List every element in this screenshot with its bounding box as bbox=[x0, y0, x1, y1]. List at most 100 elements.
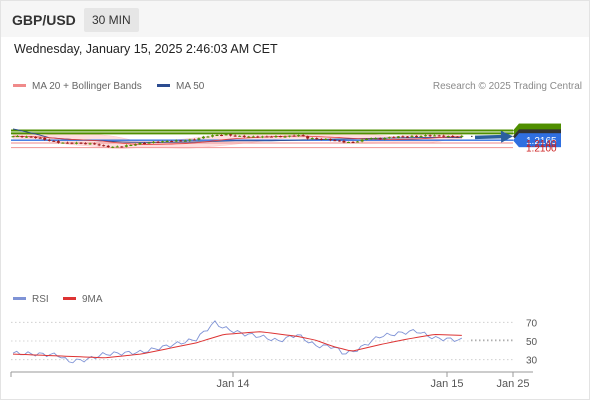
candle-body bbox=[93, 143, 97, 145]
candle bbox=[233, 134, 237, 137]
candle-body bbox=[29, 136, 33, 138]
candle bbox=[52, 140, 56, 142]
legend-ma50: MA 50 bbox=[157, 81, 204, 92]
candle-body bbox=[415, 135, 419, 137]
candle bbox=[93, 142, 97, 145]
candle bbox=[224, 133, 228, 136]
candle-body bbox=[206, 136, 210, 138]
candle-body bbox=[165, 140, 169, 142]
candle bbox=[111, 146, 115, 149]
timeframe-button[interactable]: 30 MIN bbox=[84, 8, 139, 32]
candle bbox=[106, 144, 110, 148]
candle-body bbox=[378, 138, 382, 140]
legend-ma20-swatch bbox=[13, 83, 26, 87]
candle-body bbox=[342, 140, 346, 143]
candle bbox=[34, 136, 38, 139]
candle bbox=[25, 135, 29, 138]
ma20-line bbox=[12, 135, 462, 145]
candle bbox=[197, 137, 201, 141]
candle bbox=[16, 135, 20, 138]
candle bbox=[288, 135, 292, 138]
level-label-1.2100: 1.2100 bbox=[526, 144, 557, 155]
rsi-tick-label: 50 bbox=[526, 337, 538, 348]
candle bbox=[283, 135, 287, 138]
candle-body bbox=[142, 143, 146, 145]
candle-body bbox=[84, 143, 88, 145]
candle bbox=[142, 142, 146, 145]
candle bbox=[256, 135, 260, 138]
candle bbox=[201, 135, 205, 139]
candle-body bbox=[351, 142, 355, 144]
candle bbox=[170, 140, 174, 142]
candle-body bbox=[356, 141, 360, 143]
candle-body bbox=[43, 137, 47, 140]
candle-body bbox=[34, 137, 38, 139]
candle-body bbox=[70, 142, 74, 144]
candle bbox=[433, 134, 437, 137]
candle-body bbox=[360, 139, 364, 142]
candle-body bbox=[147, 142, 151, 144]
candle-body bbox=[120, 146, 124, 148]
candle bbox=[360, 138, 364, 143]
candle-body bbox=[210, 135, 214, 137]
rsi-line bbox=[12, 320, 463, 364]
candle bbox=[297, 134, 301, 137]
candle bbox=[437, 134, 441, 137]
level-tag-pointer bbox=[513, 133, 519, 148]
candle bbox=[192, 138, 196, 141]
candle bbox=[319, 138, 323, 141]
candle bbox=[74, 141, 78, 145]
candle bbox=[183, 139, 187, 142]
candle-body bbox=[401, 136, 405, 138]
candle-body bbox=[365, 138, 369, 140]
candle bbox=[38, 136, 42, 139]
candle bbox=[387, 136, 391, 139]
legend-ma20: MA 20 + Bollinger Bands bbox=[13, 81, 142, 92]
candle bbox=[442, 134, 446, 138]
candle bbox=[346, 141, 350, 144]
candle bbox=[337, 140, 341, 142]
candle-body bbox=[460, 135, 464, 137]
candle-body bbox=[115, 146, 119, 148]
candle bbox=[310, 137, 314, 140]
candle-body bbox=[129, 144, 133, 146]
candle-body bbox=[269, 136, 273, 138]
candle bbox=[455, 136, 459, 138]
candle bbox=[220, 134, 224, 137]
candle-body bbox=[251, 136, 255, 138]
candle-body bbox=[179, 140, 183, 142]
candle-body bbox=[220, 135, 224, 137]
candle bbox=[419, 135, 423, 138]
candle-body bbox=[455, 136, 459, 138]
legend-rsi-ma-label: 9MA bbox=[82, 294, 103, 305]
candle-body bbox=[260, 136, 264, 138]
candle-body bbox=[346, 142, 350, 144]
header-bar: GBP/USD 30 MIN bbox=[1, 1, 589, 37]
candle bbox=[47, 138, 51, 142]
candle bbox=[147, 141, 151, 144]
candle bbox=[206, 135, 210, 138]
candle-body bbox=[369, 138, 373, 140]
level-tag bbox=[519, 133, 561, 148]
candle bbox=[356, 140, 360, 143]
candle-body bbox=[283, 136, 287, 138]
candle-body bbox=[97, 144, 101, 146]
candle bbox=[396, 136, 400, 139]
candle bbox=[315, 137, 319, 140]
candle-body bbox=[188, 139, 192, 141]
candle-body bbox=[170, 140, 174, 142]
candle-body bbox=[337, 140, 341, 142]
candle bbox=[328, 138, 332, 142]
candle-body bbox=[106, 145, 110, 148]
candle-body bbox=[161, 141, 165, 143]
candle bbox=[156, 140, 160, 144]
candle bbox=[342, 139, 346, 144]
candle-body bbox=[324, 138, 328, 140]
candle bbox=[97, 143, 101, 147]
legend-rsi-label: RSI bbox=[32, 294, 49, 305]
candle-body bbox=[124, 145, 128, 147]
candle-body bbox=[301, 135, 305, 137]
candle bbox=[269, 135, 273, 138]
candle-body bbox=[288, 135, 292, 137]
